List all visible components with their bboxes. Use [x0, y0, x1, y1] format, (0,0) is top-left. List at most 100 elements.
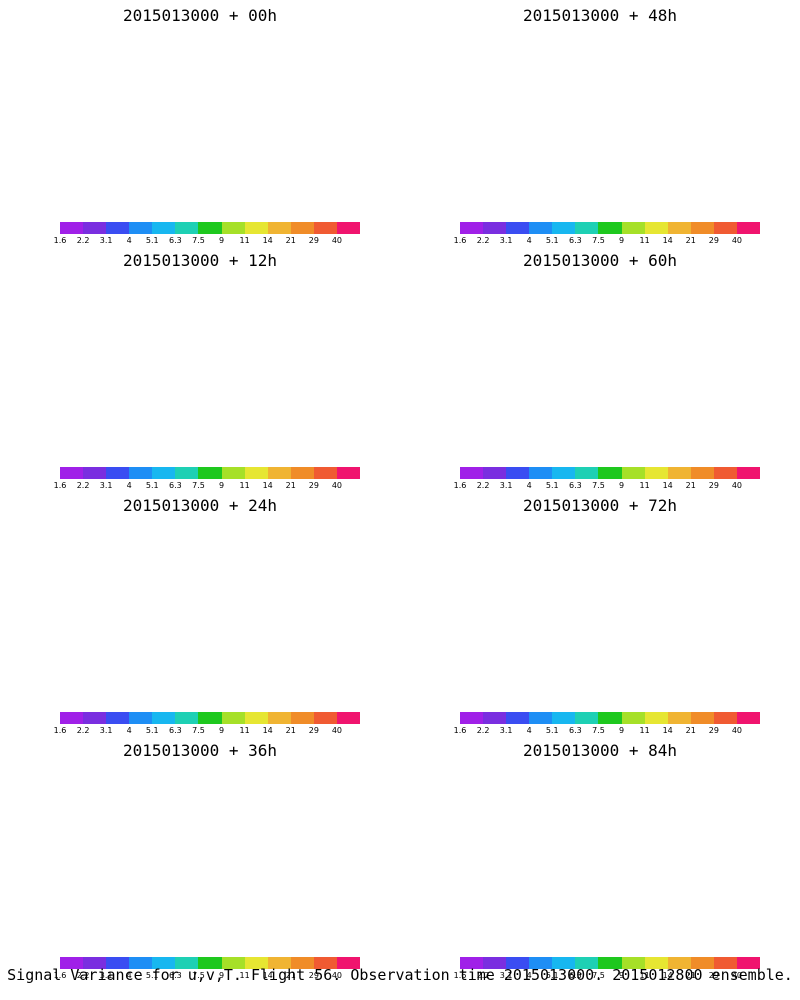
colorbar-label: 6.3: [169, 481, 182, 490]
colorbar-label: 11: [239, 481, 250, 490]
colorbar-swatch: [690, 222, 714, 234]
colorbar-label: 11: [639, 726, 650, 735]
colorbar-swatch: [621, 957, 645, 969]
colorbar-swatch: [198, 712, 222, 724]
colorbar-swatch: [483, 467, 507, 479]
colorbar-label: 9: [218, 236, 225, 245]
colorbar-label: 4: [126, 236, 132, 245]
colorbar-label: 14: [262, 236, 273, 245]
colorbar-swatch: [313, 712, 337, 724]
colorbar-swatch: [267, 957, 291, 969]
colorbar-label: 5.1: [145, 726, 159, 735]
colorbar-swatch: [152, 712, 176, 724]
colorbar-swatch: [83, 712, 107, 724]
colorbar-swatch: [221, 467, 245, 479]
colorbar: [460, 222, 761, 234]
colorbar-swatch: [83, 467, 107, 479]
colorbar-swatch: [552, 222, 576, 234]
colorbar-label: 21: [685, 971, 696, 980]
colorbar-label: 40: [731, 236, 743, 245]
colorbar-label: 14: [662, 236, 673, 245]
colorbar-label: 3.1: [99, 236, 113, 245]
colorbar-label: 5.1: [145, 971, 159, 980]
colorbar-swatch: [152, 222, 176, 234]
colorbar-label: 5.1: [545, 236, 559, 245]
colorbar-label: 4: [526, 481, 532, 490]
colorbar-swatch: [175, 957, 199, 969]
panel-title: 2015013000 + 60h: [522, 251, 678, 270]
colorbar-label: 1.6: [453, 726, 467, 735]
colorbar-label: 14: [662, 971, 673, 980]
colorbar-swatch: [506, 957, 530, 969]
panel-title: 2015013000 + 36h: [122, 741, 278, 760]
colorbar-label: 9: [218, 481, 225, 490]
colorbar-swatch: [290, 957, 314, 969]
colorbar: [460, 712, 761, 724]
colorbar-swatch: [736, 957, 761, 969]
colorbar-swatch: [506, 712, 530, 724]
colorbar: [60, 222, 361, 234]
colorbar-label: 40: [331, 726, 343, 735]
colorbar-label: 11: [639, 481, 650, 490]
colorbar-label: 11: [239, 236, 250, 245]
colorbar-label: 11: [639, 971, 650, 980]
variance-map: [400, 520, 800, 710]
colorbar-swatch: [621, 467, 645, 479]
colorbar-label: 14: [662, 726, 673, 735]
colorbar-label: 1.6: [53, 236, 67, 245]
colorbar-swatch: [529, 222, 553, 234]
variance-map: [400, 30, 800, 220]
colorbar-label: 2.2: [476, 726, 490, 735]
colorbar-label: 11: [639, 236, 650, 245]
colorbar-swatch: [244, 712, 268, 724]
colorbar-label: 1.6: [453, 971, 467, 980]
colorbar-label: 1.6: [53, 726, 67, 735]
colorbar-label: 7.5: [592, 481, 605, 490]
colorbar-swatch: [175, 222, 199, 234]
colorbar-label: 14: [262, 971, 273, 980]
colorbar-label: 5.1: [545, 481, 559, 490]
colorbar-swatch: [575, 712, 599, 724]
colorbar-swatch: [598, 957, 622, 969]
colorbar-swatch: [244, 222, 268, 234]
colorbar-swatch: [621, 222, 645, 234]
colorbar-label: 21: [285, 726, 296, 735]
variance-map: [0, 275, 400, 465]
colorbar-swatch: [336, 712, 361, 724]
colorbar-label: 4: [126, 726, 132, 735]
colorbar-label: 6.3: [569, 971, 582, 980]
panel-title: 2015013000 + 24h: [122, 496, 278, 515]
colorbar-swatch: [736, 467, 761, 479]
colorbar-label: 2.2: [476, 236, 490, 245]
colorbar-label: 11: [239, 971, 250, 980]
colorbar-label: 6.3: [169, 726, 182, 735]
colorbar-label: 40: [731, 481, 743, 490]
colorbar-label: 6.3: [169, 971, 182, 980]
colorbar-label: 7.5: [192, 236, 205, 245]
colorbar-swatch: [460, 712, 484, 724]
colorbar-label: 4: [126, 481, 132, 490]
variance-map: [400, 275, 800, 465]
colorbar-label: 29: [708, 726, 719, 735]
colorbar-label: 14: [662, 481, 673, 490]
colorbar-swatch: [83, 222, 107, 234]
map-panel: 2015013000 + 72h 1.6 2.2 3.1 4 5.1 6.3 7.5 9 11 14…: [400, 490, 800, 735]
colorbar-swatch: [152, 957, 176, 969]
colorbar-label: 21: [285, 481, 296, 490]
colorbar-label: 4: [526, 236, 532, 245]
colorbar: [60, 467, 361, 479]
colorbar-swatch: [644, 467, 668, 479]
map-panel: 2015013000 + 24h 1.6 2.2 3.1 4 5.1 6.3 7.5 9 11 14…: [0, 490, 400, 735]
colorbar-label: 21: [285, 971, 296, 980]
colorbar-label: 29: [308, 481, 319, 490]
colorbar-swatch: [529, 467, 553, 479]
colorbar-label: 40: [331, 481, 343, 490]
colorbar-swatch: [267, 712, 291, 724]
colorbar-swatch: [690, 712, 714, 724]
colorbar-swatch: [483, 957, 507, 969]
colorbar-label: 4: [526, 971, 532, 980]
colorbar-swatch: [129, 222, 153, 234]
colorbar-swatch: [621, 712, 645, 724]
colorbar-swatch: [506, 467, 530, 479]
colorbar-label: 9: [618, 481, 625, 490]
